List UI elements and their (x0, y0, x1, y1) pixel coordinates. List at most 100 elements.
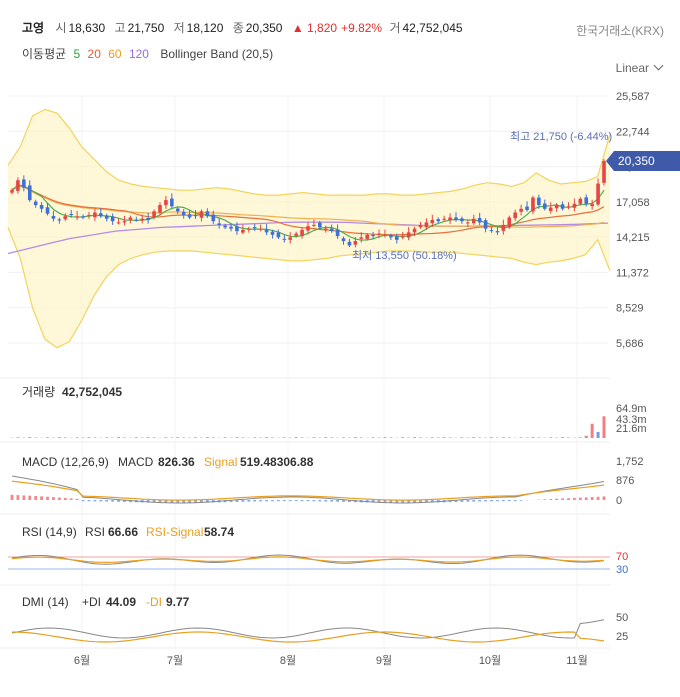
macd-hist-bar (507, 500, 511, 502)
volume-bar (28, 437, 32, 438)
ma-5[interactable]: 5 (73, 47, 81, 61)
candle (258, 224, 263, 232)
macd-hist-bar (164, 500, 168, 503)
bollinger-lower-line (7, 227, 611, 349)
current-price-tag: 20,350 (606, 151, 680, 171)
candle (158, 202, 162, 216)
rsi-signal-line (11, 556, 605, 564)
candle (22, 175, 26, 192)
macd-hist-bar (336, 500, 339, 502)
macd-hist-bar (81, 500, 85, 502)
candle (294, 231, 298, 238)
ma-120[interactable]: 120 (128, 47, 149, 61)
candle (406, 227, 411, 241)
close-label: 종 (232, 21, 244, 35)
macd-hist-bar (253, 500, 257, 502)
macd-hist-bar (22, 495, 26, 500)
candle (460, 216, 464, 224)
macd-hist-bar (158, 500, 162, 503)
candle (365, 232, 369, 241)
candle (10, 188, 14, 195)
ma-20[interactable]: 20 (87, 47, 101, 61)
candle (33, 199, 38, 208)
macd-hist-bar (472, 500, 476, 502)
macd-hist-bar (330, 500, 334, 502)
volume-bar (253, 437, 257, 438)
candle (412, 226, 417, 237)
candle (193, 210, 198, 219)
volume-bar (205, 437, 209, 438)
low-annotation: 최저 13,550 (50.18%) (352, 249, 457, 262)
macd-hist-bar (40, 496, 43, 500)
plus-di-value: 44.09 (106, 595, 136, 609)
candle (69, 209, 73, 218)
candle (146, 212, 150, 224)
candle (471, 214, 476, 225)
plus-di-name: +DI (82, 595, 101, 609)
scale-dropdown[interactable]: Linear (616, 60, 664, 75)
volume-bar (63, 437, 67, 438)
volume-bar (34, 437, 38, 438)
candle (318, 220, 322, 231)
macd-hist-bar (496, 500, 499, 502)
candle (341, 236, 346, 245)
volume-value: 42,752,045 (402, 21, 463, 35)
volume-bar (270, 437, 274, 438)
price-tick-label: 17,058 (616, 197, 650, 209)
candle (400, 231, 405, 240)
rsi-tick-30: 30 (616, 564, 628, 576)
macd-hist-bar (501, 500, 505, 502)
candle (377, 229, 381, 239)
candle (448, 213, 452, 224)
candle (122, 215, 127, 226)
candle (75, 211, 79, 221)
macd-hist-bar (105, 500, 109, 502)
macd-hist-bar (312, 500, 316, 502)
candle (282, 234, 287, 243)
macd-hist-bar (371, 500, 375, 503)
macd-hist-bar (425, 500, 428, 503)
macd-hist-bar (555, 498, 559, 500)
ma-60[interactable]: 60 (108, 47, 122, 61)
macd-value: 826.36 (158, 455, 195, 469)
macd-hist-bar (117, 500, 120, 502)
volume-bar (75, 437, 79, 438)
price-tick-label: 25,587 (616, 91, 650, 103)
bollinger-label[interactable]: Bollinger Band (20,5) (160, 47, 274, 61)
dmi-title: DMI (14) (22, 595, 69, 609)
macd-hist-bar (490, 500, 493, 502)
candle (45, 203, 50, 216)
candle (211, 210, 216, 224)
volume-bar (282, 437, 286, 438)
macd-hist-bar (419, 500, 422, 503)
signal-series-name: Signal (204, 455, 237, 469)
macd-hist-bar (383, 500, 387, 503)
vol-tick-1: 64.9m (616, 403, 647, 415)
candle (116, 218, 121, 225)
quote-header: 고영 시 18,630 고 21,750 저 18,120 종 20,350 ▲ 1,8… (22, 19, 469, 36)
macd-hist-bar (34, 496, 38, 500)
candle (247, 226, 251, 233)
macd-hist-bar (401, 500, 405, 503)
macd-hist-bar (152, 500, 156, 503)
candle (57, 217, 62, 224)
candle (578, 196, 583, 206)
macd-hist-bar (111, 500, 115, 502)
candle (181, 209, 186, 219)
candle (537, 194, 541, 209)
price-tick-label: 22,744 (616, 126, 650, 138)
macd-hist-bar (519, 500, 523, 501)
candle (87, 212, 91, 219)
candle (170, 193, 174, 209)
candle (584, 194, 589, 207)
volume-bar (418, 437, 422, 438)
candle (347, 238, 352, 248)
volume-bar (519, 437, 523, 438)
candle (495, 227, 500, 236)
volume-bar (294, 437, 298, 438)
volume-bar (442, 437, 446, 438)
macd-hist-bar (584, 497, 588, 500)
bollinger-upper-line (7, 108, 611, 196)
candle (513, 209, 517, 221)
